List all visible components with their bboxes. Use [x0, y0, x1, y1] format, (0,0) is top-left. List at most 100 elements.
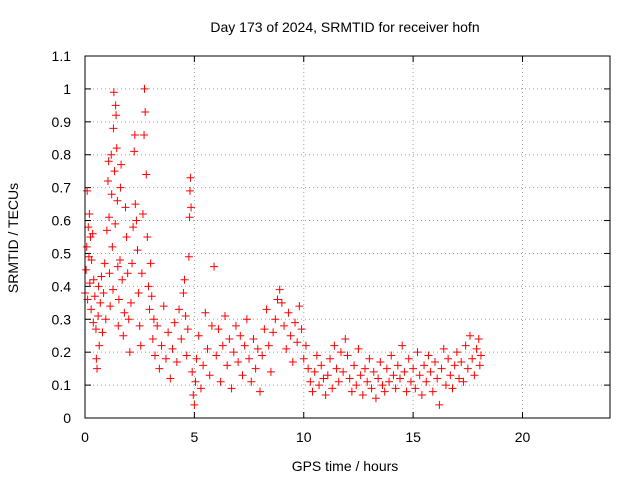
data-point — [187, 203, 196, 212]
data-point — [271, 315, 280, 324]
data-point — [164, 328, 173, 337]
data-point — [118, 275, 127, 284]
y-tick-label: 0.3 — [52, 311, 72, 327]
data-point — [147, 292, 156, 301]
data-point — [339, 367, 348, 376]
data-point — [282, 344, 291, 353]
data-point — [159, 302, 168, 311]
data-point — [170, 318, 179, 327]
data-point — [468, 354, 477, 363]
data-point — [264, 341, 273, 350]
data-point — [182, 351, 191, 360]
data-point — [94, 311, 103, 320]
data-point — [227, 384, 236, 393]
data-point — [420, 361, 429, 370]
data-point — [378, 381, 387, 390]
data-point — [191, 377, 200, 386]
data-point — [135, 321, 144, 330]
data-point — [142, 170, 151, 179]
x-tick-label: 10 — [296, 429, 312, 445]
data-point — [207, 321, 216, 330]
data-point — [113, 196, 122, 205]
data-point — [221, 311, 229, 320]
data-point — [121, 203, 130, 212]
y-axis-label: SRMTID / TECUs — [5, 183, 21, 293]
data-point — [424, 351, 433, 360]
data-point — [336, 348, 345, 357]
data-point — [161, 354, 170, 363]
data-point — [87, 305, 96, 314]
data-point — [389, 371, 398, 380]
data-point — [114, 321, 123, 330]
y-tick-label: 1 — [63, 81, 71, 97]
data-point — [181, 311, 190, 320]
data-point — [192, 354, 201, 363]
data-point — [476, 351, 485, 360]
data-point — [249, 335, 258, 344]
data-point — [180, 275, 189, 284]
y-tick-label: 0.6 — [52, 213, 72, 229]
x-tick-label: 5 — [190, 429, 198, 445]
data-point — [376, 358, 385, 367]
data-point — [138, 209, 147, 218]
data-point — [448, 384, 457, 393]
data-point — [98, 328, 107, 337]
data-point — [415, 371, 424, 380]
data-point — [400, 367, 409, 376]
data-point — [134, 288, 143, 297]
data-point — [308, 387, 317, 396]
data-point — [93, 364, 102, 373]
data-point — [452, 348, 461, 357]
data-point — [85, 209, 94, 218]
data-point — [286, 331, 295, 340]
data-point — [363, 377, 372, 386]
data-point — [205, 371, 214, 380]
data-point — [203, 344, 212, 353]
data-point — [444, 354, 453, 363]
data-point — [104, 157, 113, 166]
data-point — [212, 351, 221, 360]
data-point — [90, 292, 99, 301]
data-point — [367, 384, 376, 393]
data-point — [110, 167, 119, 176]
data-point — [277, 298, 286, 307]
data-point — [474, 335, 483, 344]
data-point — [291, 318, 299, 327]
y-tick-label: 0.2 — [52, 344, 72, 360]
data-point — [428, 387, 437, 396]
data-point — [166, 374, 175, 383]
data-point — [185, 213, 194, 222]
data-point — [130, 147, 139, 156]
data-point — [188, 367, 197, 376]
data-point — [356, 371, 365, 380]
data-point — [280, 321, 289, 330]
data-point — [122, 233, 131, 241]
data-point — [157, 341, 166, 350]
data-point — [301, 341, 310, 350]
data-point — [441, 381, 450, 390]
data-point — [116, 256, 124, 265]
data-point — [350, 361, 359, 370]
data-point — [96, 298, 105, 307]
data-point — [100, 259, 109, 268]
data-point — [151, 351, 159, 360]
data-point — [365, 354, 374, 363]
data-point — [398, 341, 407, 350]
data-point — [172, 358, 181, 367]
data-point — [262, 305, 271, 314]
data-point — [136, 341, 145, 350]
data-point — [186, 186, 194, 195]
data-point — [258, 351, 267, 360]
data-point — [385, 377, 394, 386]
data-point — [475, 361, 484, 370]
data-point — [312, 351, 321, 360]
data-point — [371, 394, 380, 403]
data-point — [155, 364, 164, 373]
data-point — [288, 358, 297, 367]
data-point — [177, 335, 186, 344]
data-point — [132, 216, 141, 225]
data-point — [153, 321, 162, 330]
data-point — [352, 381, 361, 390]
